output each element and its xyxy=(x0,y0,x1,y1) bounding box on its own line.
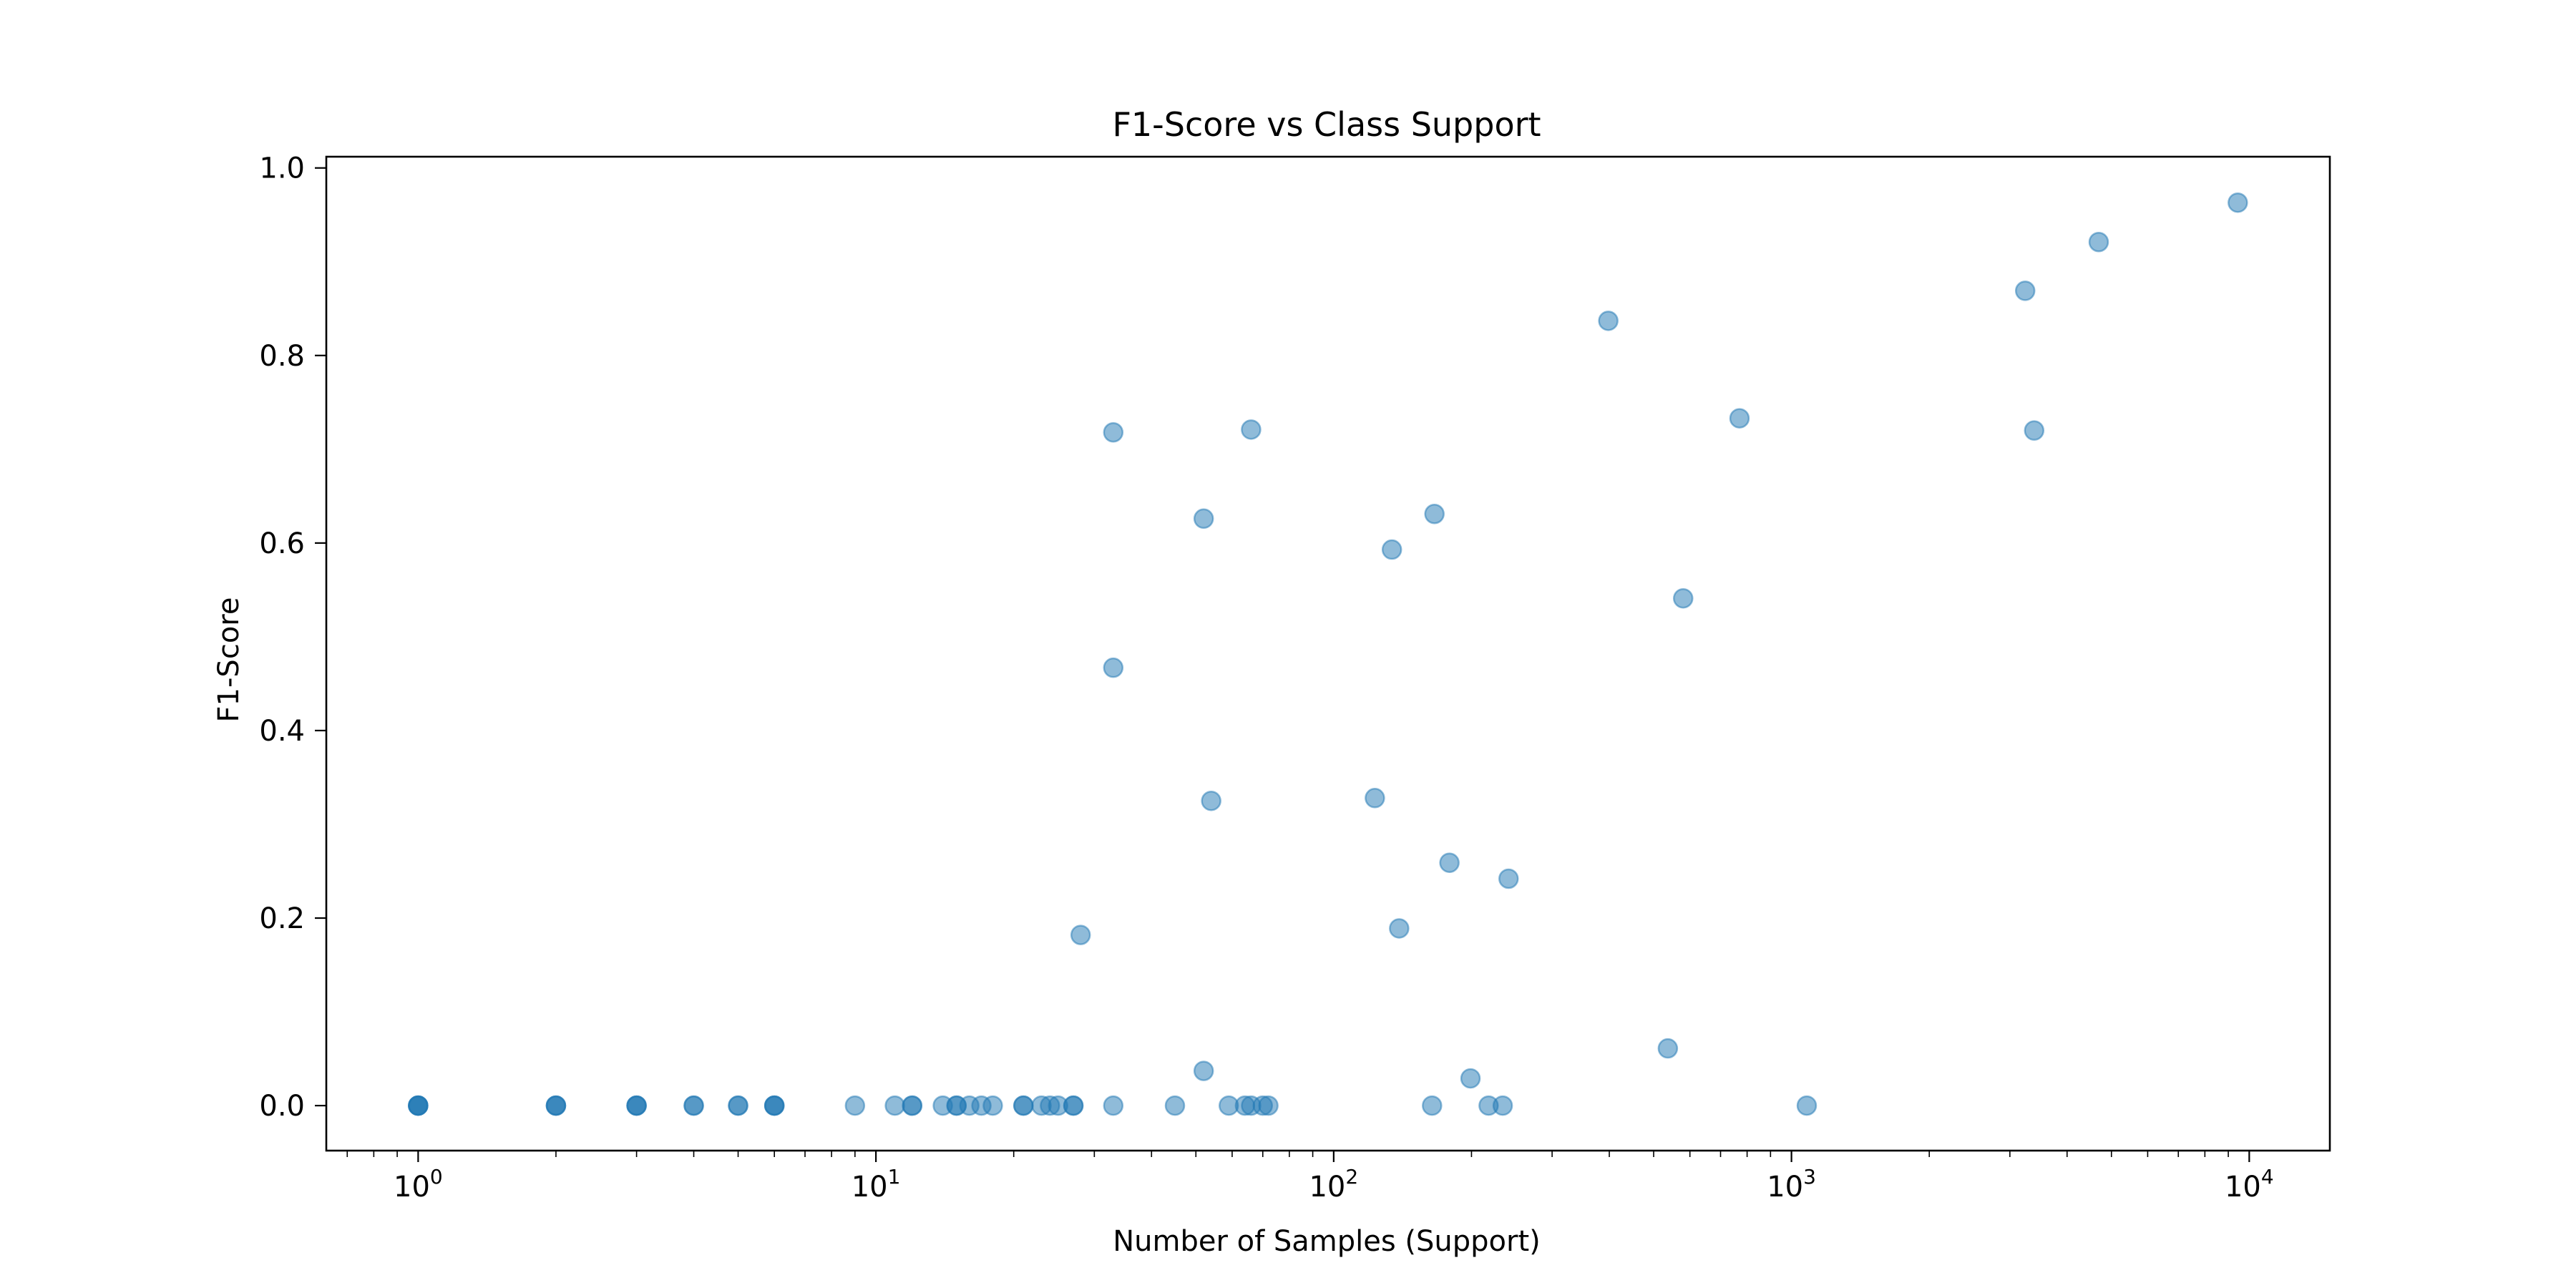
scatter-point xyxy=(2088,231,2109,253)
scatter-point xyxy=(1193,508,1214,530)
y-axis-label: F1-Score xyxy=(213,597,245,723)
scatter-point xyxy=(1657,1038,1679,1059)
scatter-point xyxy=(2024,420,2045,441)
x-axis-label: Number of Samples (Support) xyxy=(1113,1225,1541,1258)
scatter-point xyxy=(683,1095,704,1116)
scatter-point xyxy=(2014,280,2036,301)
scatter-point xyxy=(728,1095,748,1116)
x-tick-label: 100 xyxy=(394,1165,443,1204)
chart-title: F1-Score vs Class Support xyxy=(1112,105,1541,144)
x-tick-label: 104 xyxy=(2225,1165,2274,1204)
y-tick-label: 0.0 xyxy=(259,1090,305,1123)
scatter-point xyxy=(1389,918,1410,939)
scatter-point xyxy=(763,1095,785,1116)
x-tick-label: 103 xyxy=(1767,1165,1816,1204)
scatter-point xyxy=(1103,422,1124,443)
scatter-point xyxy=(1498,868,1519,889)
scatter-point xyxy=(902,1095,923,1116)
y-tick-label: 0.6 xyxy=(259,527,305,560)
scatter-point xyxy=(1103,1095,1124,1116)
data-points xyxy=(408,192,2248,1116)
scatter-point xyxy=(844,1095,866,1116)
scatter-point xyxy=(1598,311,1619,331)
scatter-point xyxy=(1193,1060,1214,1081)
scatter-point xyxy=(1460,1068,1481,1089)
y-tick-label: 1.0 xyxy=(259,152,305,185)
scatter-point xyxy=(1013,1095,1034,1116)
plot-frame xyxy=(325,155,2331,1152)
x-tick-label: 102 xyxy=(1309,1165,1358,1204)
y-tick-label: 0.2 xyxy=(259,902,305,935)
scatter-point xyxy=(1673,587,1694,609)
scatter-point xyxy=(626,1095,647,1116)
scatter-point xyxy=(408,1095,429,1116)
scatter-point xyxy=(1422,1095,1443,1116)
scatter-point xyxy=(1796,1095,1818,1116)
x-axis-ticks: 100 101 102 103 104 xyxy=(346,1151,2274,1204)
scatter-point xyxy=(1258,1095,1279,1116)
y-tick-label: 0.8 xyxy=(259,340,305,373)
scatter-point xyxy=(1381,539,1402,560)
scatter-point xyxy=(1439,852,1460,873)
scatter-point xyxy=(1070,924,1091,945)
scatter-point xyxy=(1063,1095,1084,1116)
scatter-point xyxy=(884,1095,905,1116)
scatter-point xyxy=(1492,1095,1513,1116)
scatter-point xyxy=(1241,419,1262,440)
scatter-point xyxy=(545,1095,567,1116)
scatter-point xyxy=(1201,790,1221,811)
scatter-point xyxy=(2228,192,2248,213)
scatter-point xyxy=(1103,657,1124,678)
scatter-point xyxy=(1365,788,1385,809)
scatter-point xyxy=(982,1095,1003,1116)
scatter-point xyxy=(1729,408,1750,429)
scatter-point xyxy=(1424,504,1445,525)
scatter-point xyxy=(1164,1095,1186,1116)
y-tick-label: 0.4 xyxy=(259,715,305,748)
y-axis-ticks: 0.0 0.2 0.4 0.6 0.8 1.0 xyxy=(259,152,326,1123)
x-tick-label: 101 xyxy=(852,1165,901,1204)
